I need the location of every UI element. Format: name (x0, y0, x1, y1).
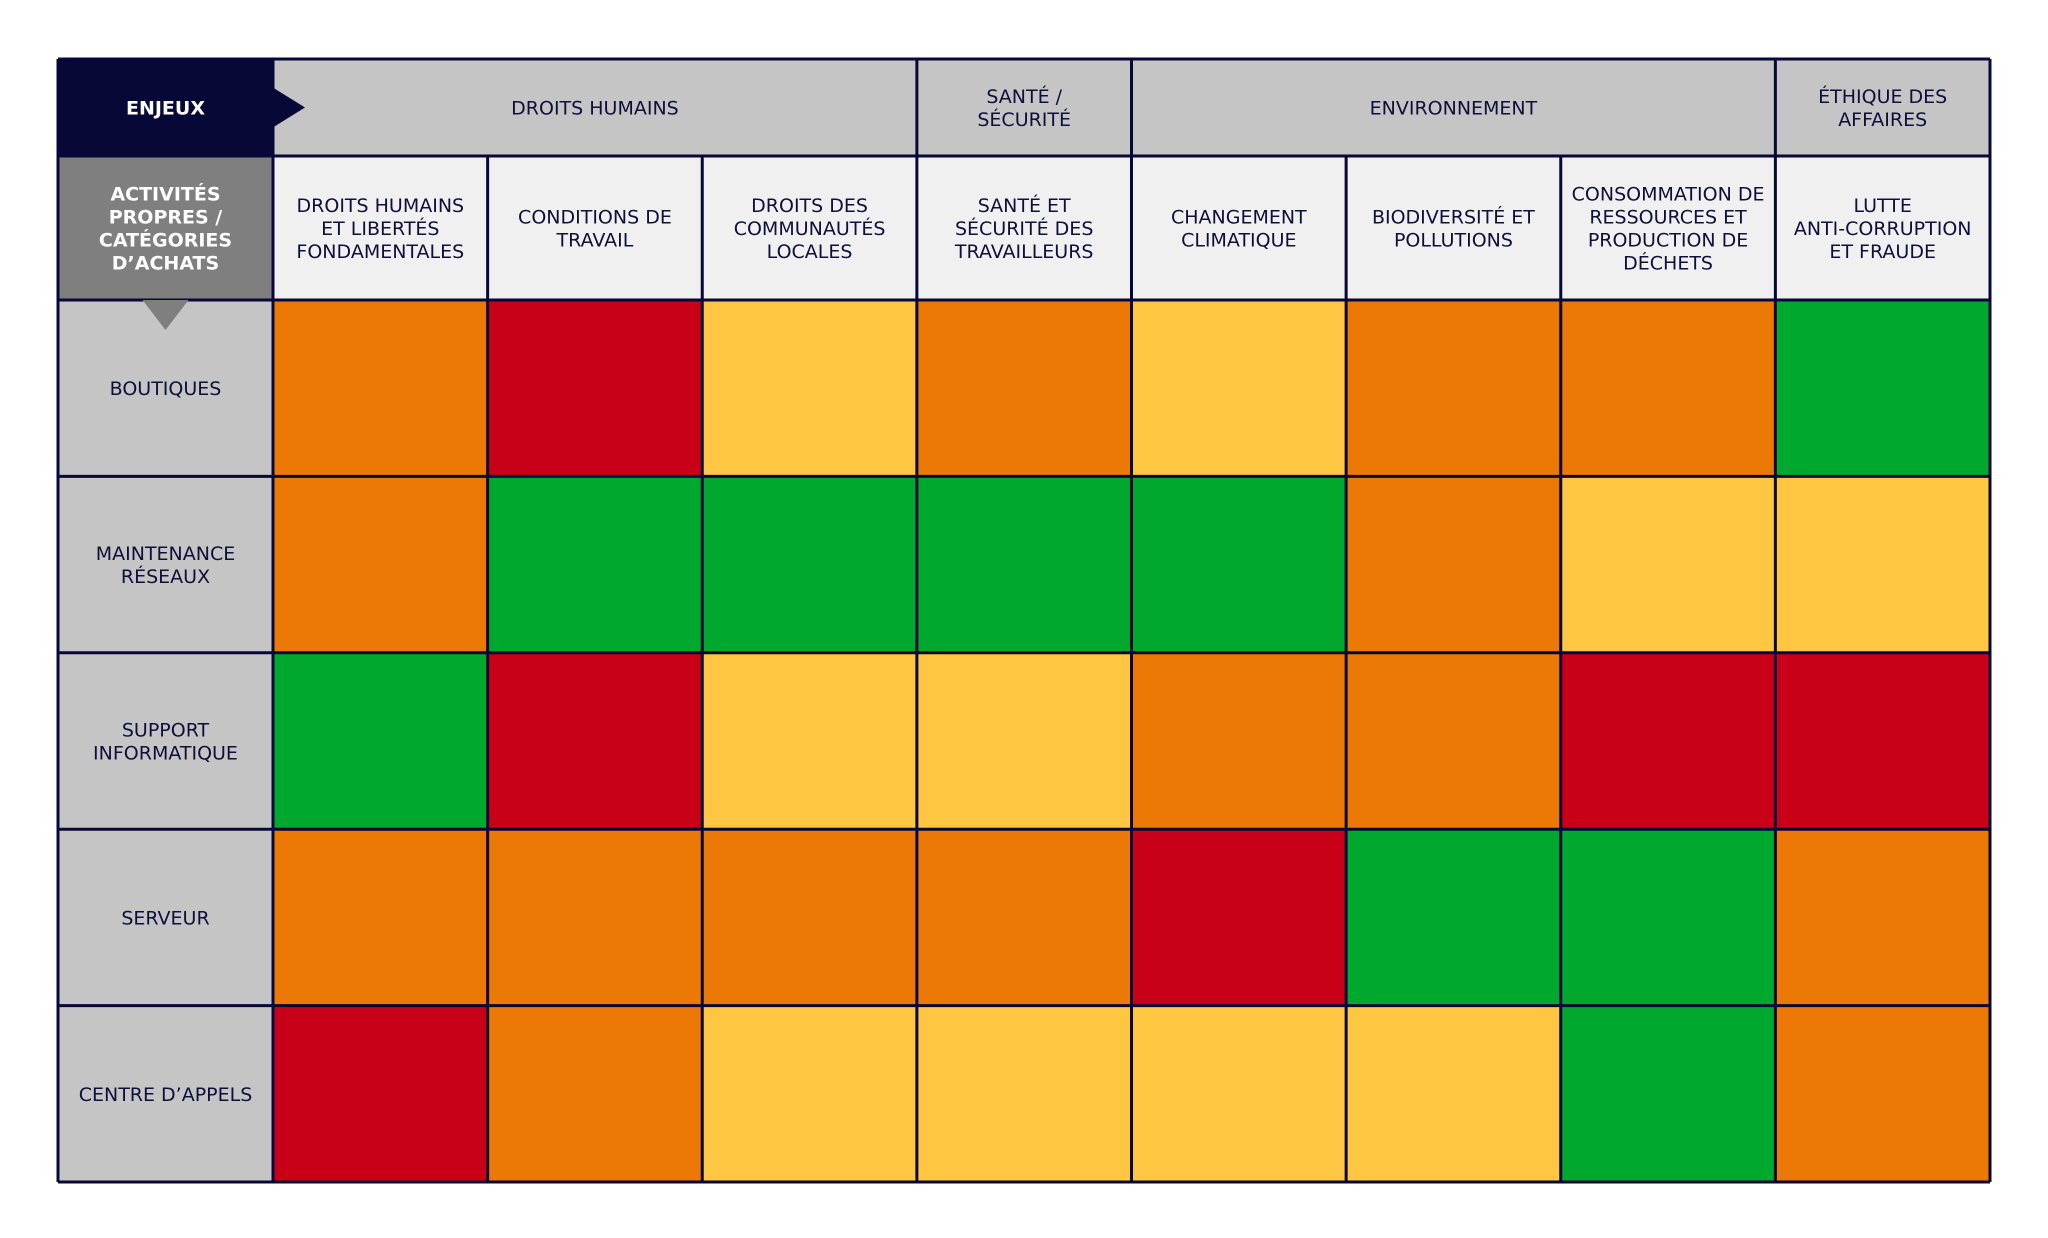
heatmap-cell (273, 1005, 488, 1182)
heatmap-cell (916, 300, 1132, 477)
heatmap-cell (916, 652, 1132, 830)
row-label: CENTRE D’APPELS (79, 1084, 253, 1106)
heatmap-cell (1346, 1005, 1561, 1182)
heatmap-cell (1775, 1005, 1990, 1182)
heatmap-cell (487, 476, 703, 653)
heatmap-cell (1560, 652, 1776, 830)
heatmap-cell (487, 652, 703, 830)
matrix-labels: ENJEUX ACTIVITÉS PROPRES / CATÉGORIES D’ACHA… (79, 85, 1972, 1106)
heatmap-cell (273, 476, 488, 653)
matrix-gridlines (56, 57, 1992, 1184)
corner-arrow-right-icon (272, 87, 305, 128)
column-header-label: BIODIVERSITÉ ET POLLUTIONS (1372, 206, 1535, 252)
heatmap-cell (273, 300, 488, 477)
heatmap-cell (916, 476, 1132, 653)
heatmap-cell (1560, 300, 1776, 477)
heatmap-cell (702, 476, 917, 653)
row-label: SUPPORT INFORMATIQUE (93, 720, 238, 765)
column-header-label: CONDITIONS DE TRAVAIL (518, 207, 672, 252)
corner-top-label: ENJEUX (126, 98, 205, 120)
heatmap-cell (487, 1005, 703, 1182)
corner-left-bg (58, 156, 273, 300)
column-header-label: CHANGEMENT CLIMATIQUE (1171, 207, 1307, 252)
heatmap-cell (1346, 300, 1561, 477)
heatmap-cell (273, 652, 488, 830)
group-header-label: DROITS HUMAINS (511, 98, 679, 120)
heatmap-cell (1131, 476, 1347, 653)
heatmap-cell (1560, 1005, 1776, 1182)
heatmap-cell (1346, 476, 1561, 653)
column-header-label: SANTÉ ET SÉCURITÉ DES TRAVAILLEURS (954, 194, 1094, 263)
row-label: BOUTIQUES (110, 378, 222, 400)
heatmap-cell (1560, 476, 1776, 653)
heatmap-cell (702, 652, 917, 830)
heatmap-cell (1775, 829, 1990, 1006)
heatmap-cell (487, 829, 703, 1006)
matrix-cells (273, 300, 1990, 1182)
heatmap-cell (1775, 652, 1990, 830)
heatmap-cell (487, 300, 703, 477)
row-label: MAINTENANCE RÉSEAUX (96, 543, 236, 588)
group-header-label: ÉTHIQUE DES AFFAIRES (1818, 85, 1947, 131)
heatmap-cell (702, 829, 917, 1006)
column-header-label: DROITS HUMAINS ET LIBERTÉS FONDAMENTALES (296, 195, 464, 263)
heatmap-cell (702, 300, 917, 477)
row-label: SERVEUR (121, 907, 209, 929)
corner-left-label: ACTIVITÉS PROPRES / CATÉGORIES D’ACHATS (99, 183, 232, 275)
heatmap-cell (1131, 1005, 1347, 1182)
heatmap-cell (1560, 829, 1776, 1006)
heatmap-cell (1346, 829, 1561, 1006)
heatmap-cell (1131, 829, 1347, 1006)
heatmap-cell (1775, 300, 1990, 477)
column-header-label: DROITS DES COMMUNAUTÉS LOCALES (734, 195, 886, 263)
heatmap-cell (916, 829, 1132, 1006)
heatmap-cell (273, 829, 488, 1006)
heatmap-cell (1131, 300, 1347, 477)
corner-arrow-down-icon (142, 300, 189, 330)
column-header-label: LUTTE ANTI-CORRUPTION ET FRAUDE (1794, 195, 1972, 263)
corner-top-bg (58, 59, 273, 156)
group-header-label: SANTÉ / SÉCURITÉ (977, 85, 1071, 131)
group-header-label: ENVIRONNEMENT (1370, 98, 1538, 120)
heatmap-cell (1775, 476, 1990, 653)
heatmap-cell (1131, 652, 1347, 830)
row-label-bg (58, 300, 273, 1182)
heatmap-cell (702, 1005, 917, 1182)
column-header-label: CONSOMMATION DE RESSOURCES ET PRODUCTION D… (1572, 184, 1765, 275)
heatmap-cell (1346, 652, 1561, 830)
heatmap-cell (916, 1005, 1132, 1182)
